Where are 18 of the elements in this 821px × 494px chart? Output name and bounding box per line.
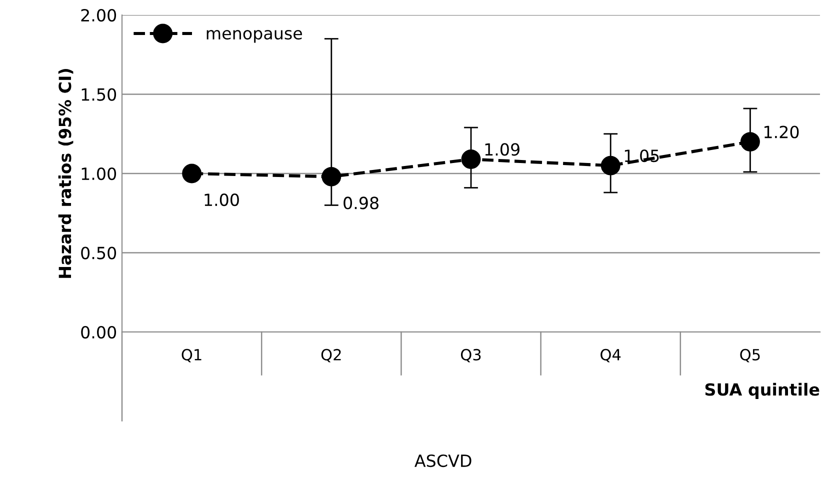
x-axis-title: SUA quintile [705, 382, 820, 400]
legend-label: menopause [206, 30, 302, 43]
y-tick-label: 0.50 [81, 246, 116, 260]
x-tick-label: Q1 [182, 348, 202, 362]
data-label: 1.20 [764, 126, 799, 138]
x-tick-label: Q4 [600, 348, 621, 362]
y-tick-label: 1.00 [82, 167, 116, 180]
x-tick-label: Q2 [321, 348, 341, 362]
x-tick-label: Q3 [460, 348, 481, 362]
text: ASCVD [414, 454, 472, 468]
y-tick-label: 1.50 [82, 88, 116, 101]
y-tick-label: 0.00 [81, 326, 116, 339]
data-label: 1.09 [485, 143, 520, 156]
data-label: 1.00 [204, 194, 239, 206]
data-label: 0.98 [344, 196, 378, 210]
y-tick-label: 2.00 [81, 8, 116, 22]
x-tick-label: Q5 [740, 348, 760, 362]
y-axis-title: Hazard ratios (95% CI) [58, 69, 74, 278]
